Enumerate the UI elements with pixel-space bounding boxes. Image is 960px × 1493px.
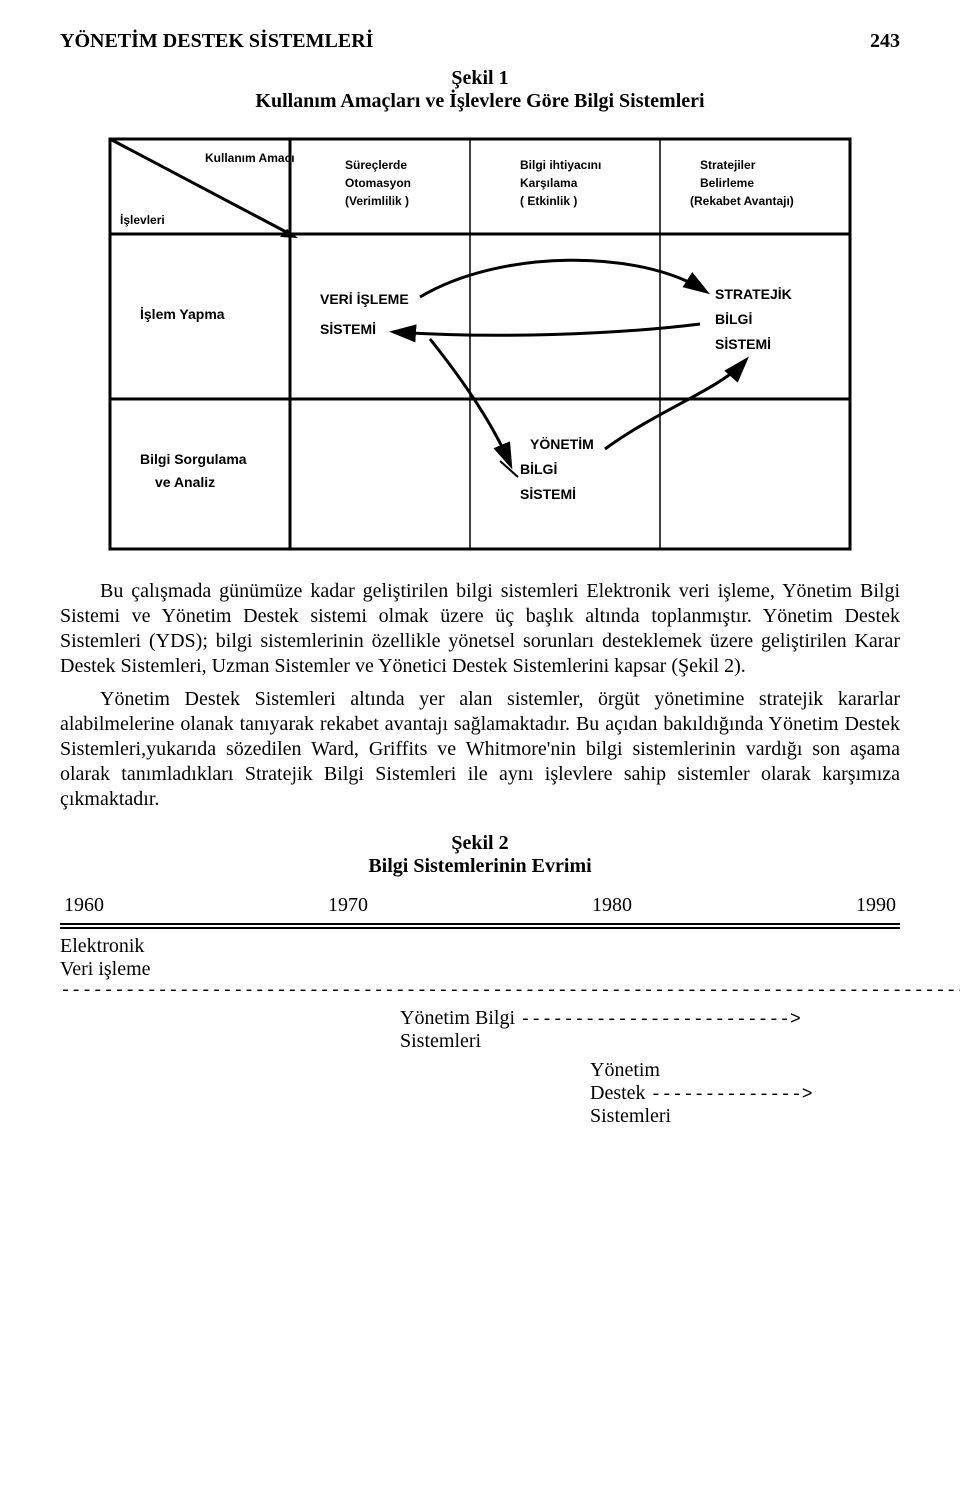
hdr-col1-l1: Süreçlerde [345, 158, 407, 172]
timeline-years-row: 1960 1970 1980 1990 [60, 894, 900, 925]
hdr-col3-l3: (Rekabet Avantajı) [690, 194, 794, 208]
hdr-col3-l2: Belirleme [700, 176, 754, 190]
figure1-caption: Şekil 1 [60, 67, 900, 90]
rowB-label-l1: Bilgi Sorgulama [140, 451, 247, 467]
year-1990: 1990 [856, 894, 896, 917]
page: YÖNETİM DESTEK SİSTEMLERİ 243 Şekil 1 Ku… [0, 0, 960, 1168]
hdr-col3-l1: Stratejiler [700, 158, 756, 172]
timeline-row-3: Yönetim Destek --------------> Sistemler… [60, 1059, 900, 1128]
hdr-col2-l2: Karşılama [520, 176, 578, 190]
row2-l2: Sistemleri [400, 1030, 900, 1053]
figure1-diagram: Kullanım Amacı İşlevleri Süreçlerde Otom… [100, 129, 860, 559]
nodeA-l1: VERİ İŞLEME [320, 291, 409, 307]
rowA-label: İşlem Yapma [140, 306, 225, 322]
timeline-row-2: Yönetim Bilgi ------------------------->… [60, 1007, 900, 1053]
row2-dashes: -------------------------> [520, 1010, 801, 1030]
nodeC-l2: BİLGİ [520, 461, 557, 477]
hdr-row-label: Kullanım Amacı [205, 151, 295, 165]
timeline-row-1: Elektronik Veri işleme -----------------… [60, 935, 900, 1001]
hdr-col1-l2: Otomasyon [345, 176, 411, 190]
year-1980: 1980 [592, 894, 632, 917]
row1-dashes: ----------------------------------------… [60, 981, 900, 1001]
paragraph-2: Yönetim Destek Sistemleri altında yer al… [60, 687, 900, 812]
year-1960: 1960 [64, 894, 104, 917]
row2-l1: Yönetim Bilgi [400, 1007, 515, 1029]
row1-l2: Veri işleme [60, 958, 900, 981]
hdr-col2-l3: ( Etkinlik ) [520, 194, 577, 208]
figure1-title: Kullanım Amaçları ve İşlevlere Göre Bilg… [60, 90, 900, 113]
nodeA-l2: SİSTEMİ [320, 321, 376, 337]
page-number: 243 [870, 30, 900, 53]
nodeB-l3: SİSTEMİ [715, 336, 771, 352]
paragraph-1: Bu çalışmada günümüze kadar geliştirilen… [60, 579, 900, 679]
row1-l1: Elektronik [60, 935, 900, 958]
hdr-col2-l1: Bilgi ihtiyacını [520, 158, 601, 172]
figure2-title: Bilgi Sistemlerinin Evrimi [60, 855, 900, 878]
row3-l2a: Destek [590, 1082, 646, 1104]
nodeB-l1: STRATEJİK [715, 286, 792, 302]
figure2-caption: Şekil 2 [60, 832, 900, 855]
row3-dashes: --------------> [651, 1085, 813, 1105]
nodeC-l1: YÖNETİM [530, 436, 594, 452]
figure2-timeline: 1960 1970 1980 1990 Elektronik Veri işle… [60, 894, 900, 1128]
timeline-rule [60, 927, 900, 929]
row3-l3: Sistemleri [590, 1105, 900, 1128]
hdr-col-label: İşlevleri [120, 212, 165, 227]
nodeB-l2: BİLGİ [715, 311, 752, 327]
figure2-block: Şekil 2 Bilgi Sistemlerinin Evrimi 1960 … [60, 832, 900, 1128]
body-text: Bu çalışmada günümüze kadar geliştirilen… [60, 579, 900, 812]
row3-l1: Yönetim [590, 1059, 900, 1082]
running-head: YÖNETİM DESTEK SİSTEMLERİ 243 [60, 30, 900, 53]
nodeC-l3: SİSTEMİ [520, 486, 576, 502]
hdr-col1-l3: (Verimlilik ) [345, 194, 409, 208]
running-title: YÖNETİM DESTEK SİSTEMLERİ [60, 30, 373, 53]
rowB-label-l2: ve Analiz [155, 474, 215, 490]
year-1970: 1970 [328, 894, 368, 917]
